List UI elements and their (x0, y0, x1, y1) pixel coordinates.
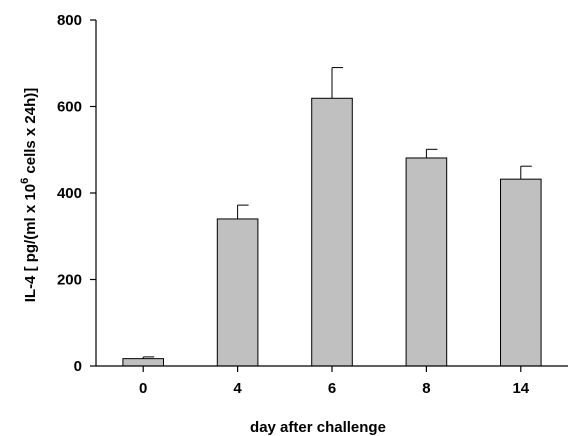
y-tick-label: 0 (74, 358, 82, 375)
y-axis-title-main: IL-4 [ pg/(ml x 10 (22, 184, 39, 302)
bar (216, 218, 259, 367)
bar (405, 157, 448, 367)
y-tick-label: 800 (57, 12, 82, 29)
y-axis-title: IL-4 [ pg/(ml x 106 cells x 24h)] (19, 88, 39, 303)
x-tick-label: 4 (233, 380, 242, 397)
x-axis-ticks: 0 4 6 8 14 (139, 366, 530, 397)
x-tick-label: 8 (422, 380, 430, 397)
bars (122, 67, 542, 367)
x-tick-label: 6 (328, 380, 336, 397)
bar (500, 178, 542, 367)
y-axis-title-superscript: 6 (19, 178, 31, 184)
y-tick-label: 600 (57, 99, 82, 116)
bar (311, 97, 353, 367)
y-tick-label: 200 (57, 272, 82, 289)
y-tick-label: 400 (57, 185, 82, 202)
x-axis-title: day after challenge (250, 419, 386, 436)
bar (122, 358, 164, 367)
y-axis-title-tail: cells x 24h)] (22, 88, 39, 178)
y-axis-ticks: 0 200 400 600 800 (57, 12, 96, 375)
x-tick-label: 0 (139, 380, 147, 397)
x-tick-label: 14 (512, 380, 529, 397)
